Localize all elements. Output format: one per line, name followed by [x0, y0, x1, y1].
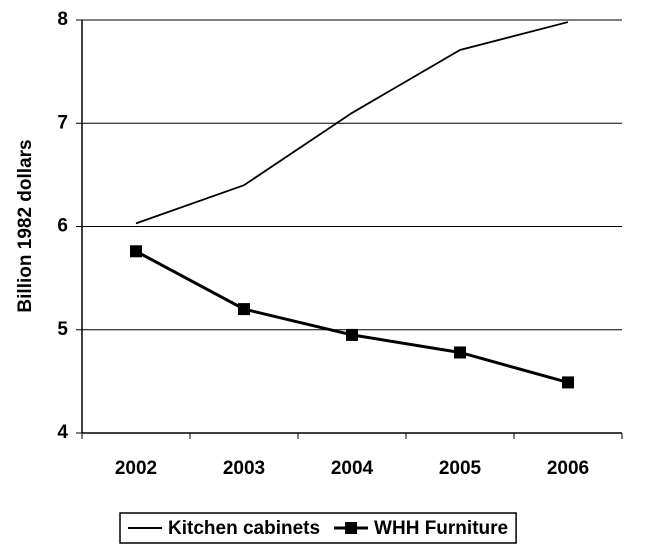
series-marker [130, 245, 142, 258]
legend-label: WHH Furniture [374, 518, 508, 539]
y-tick-label: 4 [57, 422, 68, 443]
legend-marker [345, 522, 358, 534]
series-line [135, 21, 569, 225]
x-tick-label: 2006 [547, 458, 589, 479]
x-tick-label: 2004 [331, 458, 374, 479]
y-tick-label: 7 [57, 112, 68, 133]
legend-label: Kitchen cabinets [168, 518, 320, 539]
series-marker [454, 346, 466, 359]
series-marker [562, 376, 574, 389]
y-axis-label: Billion 1982 dollars [15, 139, 36, 312]
series-marker [346, 328, 358, 341]
legend-box [119, 512, 517, 544]
y-tick-label: 5 [57, 319, 68, 340]
y-tick-label: 6 [57, 216, 68, 237]
legend: Kitchen cabinets WHH Furniture [119, 512, 517, 544]
x-tick-label: 2005 [439, 458, 482, 479]
series-line [135, 249, 569, 384]
series-marker [238, 303, 250, 316]
y-tick-label: 8 [57, 9, 68, 30]
x-tick-label: 2002 [115, 458, 157, 479]
x-tick-label: 2003 [223, 458, 265, 479]
